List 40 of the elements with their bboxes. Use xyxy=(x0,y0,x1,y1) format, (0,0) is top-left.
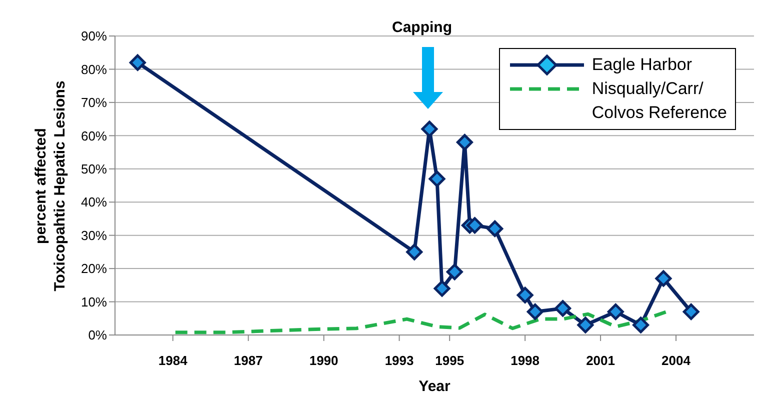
point xyxy=(632,316,650,334)
y-tick-label: 40% xyxy=(80,194,108,210)
legend-label: Nisqually/Carr/ Colvos Reference xyxy=(592,78,727,124)
x-tick-label: 1990 xyxy=(309,353,338,368)
y-tick-label: 60% xyxy=(80,128,108,144)
x-tick-label: 1987 xyxy=(234,353,263,368)
y-axis-title: percent affected Toxicopahtic Hepatic Lesions xyxy=(31,80,69,291)
annotation: Capping xyxy=(392,19,452,36)
y-tick-label: 50% xyxy=(80,162,108,177)
point xyxy=(516,286,534,304)
point xyxy=(434,280,450,297)
point xyxy=(129,54,146,71)
point xyxy=(526,303,544,320)
x-tick-label: 1984 xyxy=(158,353,188,368)
point xyxy=(406,244,423,260)
x-tick-label: 2001 xyxy=(586,353,615,368)
y-tick-label: 90% xyxy=(80,28,108,44)
legend-label: Eagle Harbor xyxy=(592,54,692,76)
point xyxy=(466,217,483,234)
point xyxy=(421,120,438,138)
point xyxy=(607,303,624,320)
x-tick-label: 1998 xyxy=(510,353,540,368)
x-tick-label: 2004 xyxy=(662,353,692,368)
x-axis-title: Year xyxy=(418,378,452,395)
y-tick-label: 70% xyxy=(80,95,108,110)
point xyxy=(682,303,700,320)
point xyxy=(554,300,572,317)
y-tick-label: 30% xyxy=(80,228,108,243)
y-tick-label: 10% xyxy=(80,294,108,310)
y-tick-label: 20% xyxy=(80,261,108,276)
point xyxy=(577,316,594,334)
point xyxy=(456,134,473,151)
x-tick-label: 1995 xyxy=(435,353,464,368)
point xyxy=(486,220,504,237)
point xyxy=(655,270,672,287)
y-tick-label: 0% xyxy=(88,328,108,343)
x-tick-label: 1993 xyxy=(384,353,414,368)
point xyxy=(446,264,463,280)
y-tick-label: 80% xyxy=(80,62,108,77)
point xyxy=(428,170,446,188)
